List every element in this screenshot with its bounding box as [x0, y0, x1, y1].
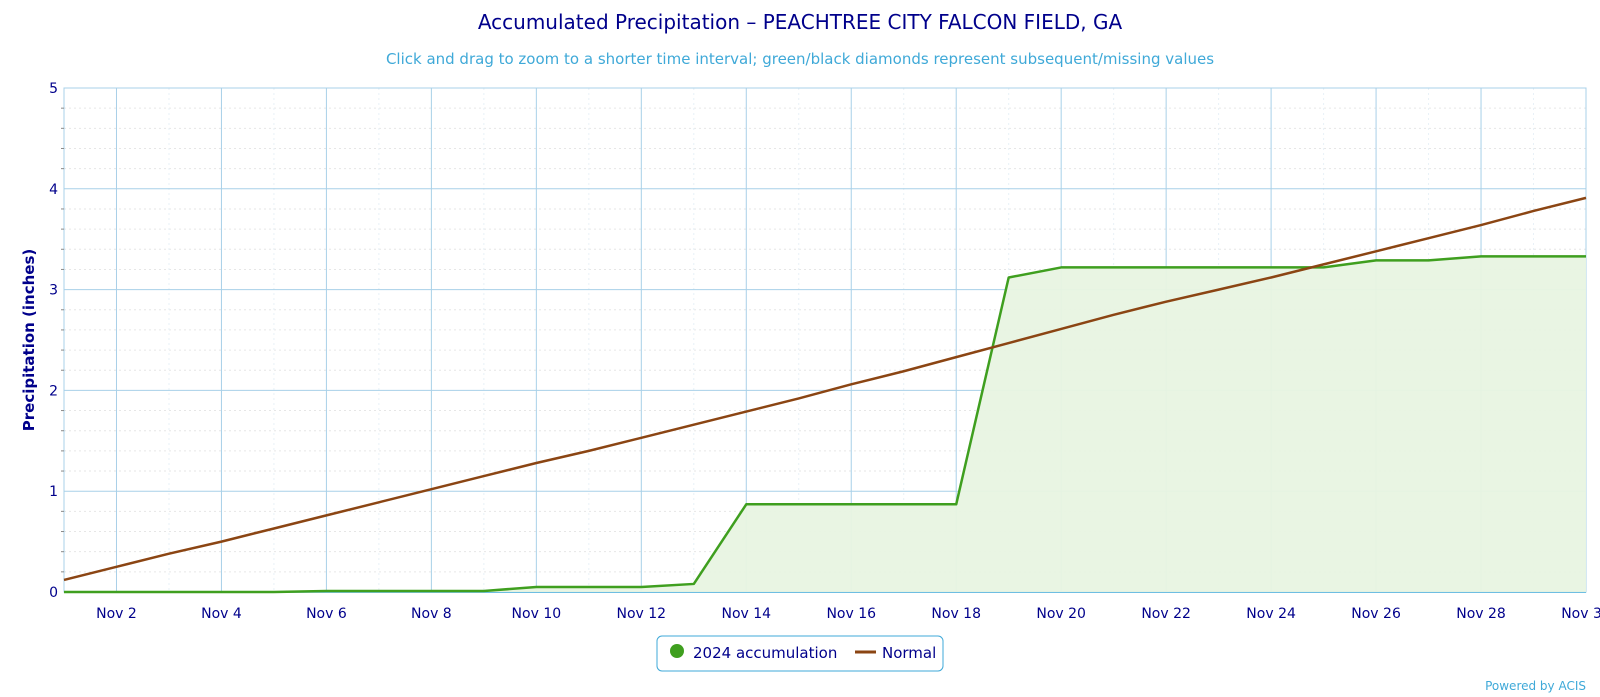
data-point-2024-accumulation[interactable]: [1425, 256, 1433, 264]
chart-subtitle: Click and drag to zoom to a shorter time…: [386, 50, 1214, 68]
data-point-normal[interactable]: [112, 563, 120, 571]
series-layer: [60, 194, 1590, 596]
series-line-2024-accumulation[interactable]: [64, 255, 1586, 594]
data-point-2024-accumulation[interactable]: [585, 583, 593, 591]
data-point-2024-accumulation[interactable]: [165, 588, 173, 596]
data-point-2024-accumulation[interactable]: [952, 500, 960, 508]
legend-label-normal: Normal: [882, 644, 936, 662]
data-point-2024-accumulation[interactable]: [532, 583, 540, 591]
data-point-2024-accumulation[interactable]: [1582, 252, 1590, 260]
data-point-2024-accumulation[interactable]: [1110, 263, 1118, 271]
data-point-normal[interactable]: [270, 524, 278, 532]
data-point-normal[interactable]: [1477, 221, 1485, 229]
data-point-2024-accumulation[interactable]: [847, 500, 855, 508]
x-tick-label: Nov 20: [1036, 606, 1086, 622]
legend: 2024 accumulation Normal: [656, 635, 944, 672]
data-point-2024-accumulation[interactable]: [1057, 263, 1065, 271]
data-point-2024-accumulation[interactable]: [112, 588, 120, 596]
data-point-2024-accumulation[interactable]: [60, 588, 68, 596]
data-point-2024-accumulation[interactable]: [480, 587, 488, 595]
data-point-normal[interactable]: [532, 459, 540, 467]
data-point-2024-accumulation[interactable]: [1477, 252, 1485, 260]
x-axis: Nov 2 Nov 4 Nov 6 Nov 8 Nov 10 Nov 12 Nov 14 No…: [96, 606, 1600, 622]
data-point-2024-accumulation[interactable]: [427, 587, 435, 595]
data-point-normal[interactable]: [1162, 298, 1170, 306]
x-tick-label: Nov 18: [931, 606, 981, 622]
data-point-normal[interactable]: [1057, 325, 1065, 333]
x-tick-label: Nov 24: [1246, 606, 1296, 622]
data-point-2024-accumulation[interactable]: [900, 500, 908, 508]
data-point-normal[interactable]: [60, 576, 68, 584]
x-tick-label: Nov 16: [826, 606, 876, 622]
x-tick-label: Nov 4: [201, 606, 242, 622]
series-line-normal[interactable]: [63, 196, 1587, 582]
data-point-2024-accumulation[interactable]: [1215, 263, 1223, 271]
data-point-normal[interactable]: [1005, 339, 1013, 347]
data-point-normal[interactable]: [637, 434, 645, 442]
y-tick-label: 3: [49, 283, 58, 299]
data-point-normal[interactable]: [1110, 311, 1118, 319]
data-point-normal[interactable]: [900, 367, 908, 375]
y-tick-label: 0: [49, 585, 58, 601]
data-point-2024-accumulation[interactable]: [1162, 263, 1170, 271]
y-tick-label: 1: [49, 484, 58, 500]
data-point-2024-accumulation[interactable]: [217, 588, 225, 596]
x-tick-label: Nov 2: [96, 606, 137, 622]
legend-box: [656, 635, 944, 672]
data-point-2024-accumulation[interactable]: [1530, 252, 1538, 260]
data-point-2024-accumulation[interactable]: [795, 500, 803, 508]
data-point-2024-accumulation[interactable]: [690, 580, 698, 588]
data-point-normal[interactable]: [795, 394, 803, 402]
data-point-normal[interactable]: [742, 408, 750, 416]
y-axis: 0 1 2 3 4 5: [49, 81, 64, 601]
data-point-normal[interactable]: [427, 485, 435, 493]
x-tick-label: Nov 6: [306, 606, 347, 622]
data-point-2024-accumulation[interactable]: [742, 500, 750, 508]
x-tick-label: Nov 12: [617, 606, 667, 622]
data-point-2024-accumulation[interactable]: [1005, 274, 1013, 282]
data-point-normal[interactable]: [322, 511, 330, 519]
x-tick-label: Nov 30: [1561, 606, 1600, 622]
legend-item-normal[interactable]: Normal: [855, 644, 936, 662]
data-point-2024-accumulation[interactable]: [637, 583, 645, 591]
data-point-2024-accumulation[interactable]: [322, 587, 330, 595]
x-tick-label: Nov 10: [512, 606, 562, 622]
data-point-normal[interactable]: [847, 380, 855, 388]
data-point-normal[interactable]: [375, 498, 383, 506]
data-point-normal[interactable]: [585, 447, 593, 455]
x-tick-label: Nov 22: [1141, 606, 1191, 622]
legend-label-2024-accumulation: 2024 accumulation: [693, 644, 837, 662]
data-point-normal[interactable]: [165, 550, 173, 558]
data-point-normal[interactable]: [1267, 274, 1275, 282]
data-point-normal[interactable]: [1425, 234, 1433, 242]
data-point-2024-accumulation[interactable]: [375, 587, 383, 595]
x-tick-label: Nov 8: [411, 606, 452, 622]
x-tick-label: Nov 14: [721, 606, 771, 622]
data-point-normal[interactable]: [1320, 260, 1328, 268]
data-point-normal[interactable]: [1530, 207, 1538, 215]
chart-title: Accumulated Precipitation – PEACHTREE CI…: [478, 10, 1123, 34]
data-point-normal[interactable]: [217, 538, 225, 546]
y-tick-label: 2: [49, 383, 58, 399]
x-tick-label: Nov 26: [1351, 606, 1401, 622]
data-point-2024-accumulation[interactable]: [270, 588, 278, 596]
data-point-2024-accumulation[interactable]: [1267, 263, 1275, 271]
data-point-normal[interactable]: [1215, 286, 1223, 294]
data-point-normal[interactable]: [1372, 247, 1380, 255]
y-axis-title: Precipitation (inches): [20, 249, 38, 432]
x-tick-label: Nov 28: [1456, 606, 1506, 622]
legend-item-2024-accumulation[interactable]: 2024 accumulation: [670, 644, 837, 662]
y-tick-label: 4: [49, 182, 58, 198]
data-point-normal[interactable]: [690, 421, 698, 429]
data-point-normal[interactable]: [480, 472, 488, 480]
series-area-2024-accumulation: [64, 256, 1586, 592]
y-tick-label: 5: [49, 81, 58, 97]
data-point-2024-accumulation[interactable]: [1372, 256, 1380, 264]
legend-marker-2024-accumulation: [670, 644, 684, 658]
data-point-normal[interactable]: [952, 353, 960, 361]
credit-link[interactable]: Powered by ACIS: [1485, 679, 1586, 693]
data-point-normal[interactable]: [1582, 194, 1590, 202]
